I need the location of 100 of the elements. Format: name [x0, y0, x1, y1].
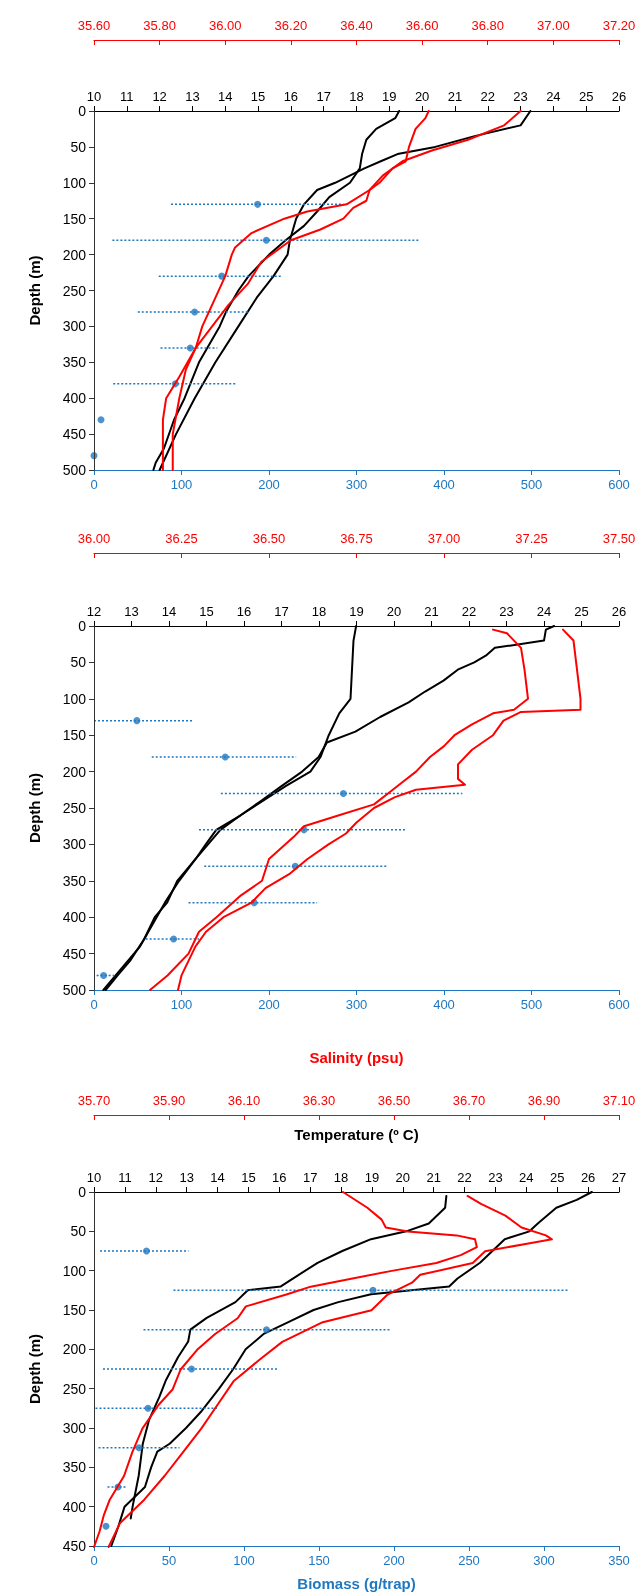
x2-tick-label: 20 — [386, 604, 402, 619]
y-tick-label: 100 — [62, 1262, 87, 1279]
x2-tick-label: 26 — [580, 1170, 596, 1185]
y-tick-label: 0 — [78, 103, 87, 119]
x-tick-label: 100 — [170, 997, 193, 1012]
x-tick-label: 300 — [345, 997, 368, 1012]
x-tick-label: 36.60 — [405, 18, 439, 33]
x2-tick-label: 13 — [185, 89, 200, 104]
x-tick-label: 36.50 — [252, 531, 286, 546]
y-tick-label: 450 — [62, 426, 87, 443]
x-tick-label: 350 — [608, 1553, 630, 1568]
x-tick-label: 36.80 — [471, 18, 505, 33]
x-tick-label: 37.50 — [602, 531, 636, 546]
x2-tick-label: 17 — [316, 89, 331, 104]
x-tick-label: 600 — [608, 477, 630, 492]
x2-tick-label: 17 — [274, 604, 289, 619]
x2-axis-title: Temperature (º C) — [294, 1126, 419, 1143]
x2-tick-label: 16 — [236, 604, 252, 619]
x-axis-title: Biomass (g/trap) — [297, 1575, 416, 1592]
x2-tick-label: 11 — [118, 1170, 132, 1185]
x2-tick-label: 22 — [457, 1170, 472, 1185]
x2-tick-label: 14 — [210, 1170, 225, 1185]
x-tick-label: 600 — [608, 997, 630, 1012]
y-tick-label: 50 — [70, 1223, 87, 1240]
y-tick-label: 250 — [62, 1380, 87, 1397]
x-tick-label: 37.00 — [427, 531, 461, 546]
x-tick-label: 36.30 — [302, 1093, 336, 1108]
x2-tick-label: 13 — [124, 604, 139, 619]
x2-tick-label: 15 — [241, 1170, 256, 1185]
y-tick-label: 50 — [70, 138, 87, 155]
x-tick-label: 37.25 — [515, 531, 548, 546]
x-tick-label: 200 — [258, 477, 280, 492]
y-tick-label: 500 — [62, 462, 87, 478]
y-tick-label: 350 — [62, 1459, 87, 1476]
x2-tick-label: 24 — [519, 1170, 534, 1185]
y-tick-label: 450 — [62, 1538, 87, 1554]
x-tick-label: 150 — [308, 1553, 330, 1568]
x2-tick-label: 10 — [86, 89, 102, 104]
x-tick-label: 0 — [90, 477, 98, 492]
x-tick-label: 300 — [533, 1553, 555, 1568]
x2-tick-label: 20 — [414, 89, 430, 104]
x-tick-label: 100 — [233, 1553, 255, 1568]
x2-tick-label: 22 — [461, 604, 477, 619]
x-tick-label: 35.90 — [152, 1093, 186, 1108]
x2-tick-label: 11 — [120, 89, 134, 104]
x2-tick-label: 26 — [611, 89, 627, 104]
y-axis-title: Depth (m) — [26, 1334, 43, 1404]
x2-tick-label: 18 — [311, 604, 327, 619]
x-tick-label: 36.70 — [452, 1093, 486, 1108]
x-tick-label: 36.00 — [208, 18, 242, 33]
x-tick-label: 0 — [90, 997, 98, 1012]
y-tick-label: 250 — [62, 282, 87, 299]
y-axis-title: Depth (m) — [26, 255, 43, 326]
x-tick-label: 100 — [170, 477, 193, 492]
y-tick-label: 500 — [62, 982, 87, 998]
x-tick-label: 37.10 — [602, 1093, 636, 1108]
y-tick-label: 0 — [78, 1184, 87, 1200]
x-tick-label: 50 — [161, 1553, 177, 1568]
x2-tick-label: 13 — [179, 1170, 194, 1185]
x2-tick-label: 12 — [152, 89, 167, 104]
x2-tick-label: 20 — [395, 1170, 411, 1185]
x2-tick-label: 14 — [218, 89, 233, 104]
x2-tick-label: 23 — [513, 89, 528, 104]
x-tick-label: 400 — [433, 477, 455, 492]
x2-tick-label: 26 — [611, 604, 627, 619]
y-tick-label: 200 — [62, 1341, 87, 1358]
x2-tick-label: 18 — [333, 1170, 349, 1185]
y-tick-label: 300 — [62, 318, 87, 335]
x2-tick-label: 27 — [611, 1170, 627, 1185]
y-tick-label: 150 — [62, 1302, 87, 1318]
x-tick-label: 37.20 — [602, 18, 636, 33]
x2-tick-label: 23 — [488, 1170, 503, 1185]
x2-tick-label: 18 — [349, 89, 364, 104]
y-tick-label: 400 — [62, 390, 87, 407]
y-tick-label: 300 — [62, 836, 87, 853]
x2-tick-label: 19 — [382, 89, 397, 104]
y-tick-label: 100 — [62, 174, 87, 191]
x2-tick-label: 10 — [86, 1170, 102, 1185]
x2-tick-label: 15 — [199, 604, 214, 619]
y-tick-label: 400 — [62, 909, 87, 926]
x-tick-label: 400 — [433, 997, 455, 1012]
y-tick-label: 250 — [62, 800, 87, 816]
x-tick-label: 36.20 — [274, 18, 308, 33]
y-axis-title: Depth (m) — [26, 773, 43, 843]
x-tick-label: 35.60 — [77, 18, 111, 33]
x-tick-label: 500 — [520, 477, 543, 492]
x-tick-label: 35.80 — [143, 18, 176, 33]
x-tick-label: 36.50 — [377, 1093, 411, 1108]
x-tick-label: 250 — [458, 1553, 480, 1568]
x2-tick-label: 23 — [499, 604, 514, 619]
x-tick-label: 200 — [383, 1553, 405, 1568]
x-tick-label: 36.40 — [340, 18, 373, 33]
x2-tick-label: 16 — [283, 89, 299, 104]
x-tick-label: 36.00 — [77, 531, 111, 546]
y-tick-label: 350 — [62, 872, 87, 889]
y-tick-label: 450 — [62, 945, 87, 962]
x-tick-label: 36.25 — [165, 531, 198, 546]
x2-tick-label: 16 — [272, 1170, 287, 1185]
y-tick-label: 100 — [62, 690, 87, 707]
x2-tick-label: 22 — [480, 89, 495, 104]
